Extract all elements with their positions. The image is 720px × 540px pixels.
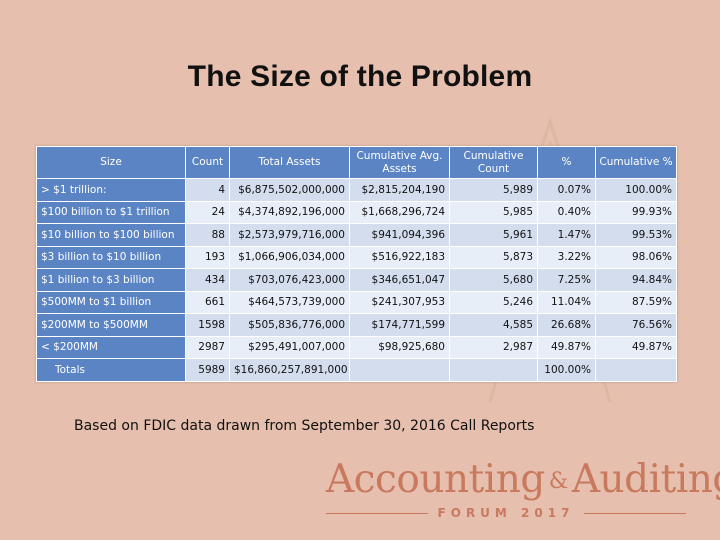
count-cell: 88 <box>185 223 230 247</box>
cumulative-avg-assets-cell: $346,651,047 <box>349 268 450 292</box>
cumulative-percent-cell: 100.00% <box>595 178 677 202</box>
cumulative-avg-assets-cell: $2,815,204,190 <box>349 178 450 202</box>
logo-forum-year: FORUM 2017 <box>437 506 575 520</box>
percent-cell: 1.47% <box>537 223 596 247</box>
header-cumulative-count: Cumulative Count <box>449 146 538 179</box>
size-cell: $10 billion to $100 billion <box>36 223 186 247</box>
totals-label: Totals <box>36 358 186 382</box>
cumulative-avg-assets-cell: $1,668,296,724 <box>349 200 450 224</box>
cumulative-avg-assets-cell: $241,307,953 <box>349 290 450 314</box>
size-cell: < $200MM <box>36 335 186 359</box>
cumulative-avg-assets-cell: $174,771,599 <box>349 313 450 337</box>
bank-size-table: Size Count Total Assets Cumulative Avg. … <box>36 146 677 382</box>
cumulative-count-cell: 5,985 <box>449 200 538 224</box>
cumulative-avg-assets-cell: $516,922,183 <box>349 245 450 269</box>
totals-count: 5989 <box>185 358 230 382</box>
size-cell: $200MM to $500MM <box>36 313 186 337</box>
count-cell: 1598 <box>185 313 230 337</box>
table-row: > $1 trillion: 4 $6,875,502,000,000 $2,8… <box>36 178 677 202</box>
count-cell: 434 <box>185 268 230 292</box>
cumulative-percent-cell: 99.53% <box>595 223 677 247</box>
header-total-assets: Total Assets <box>229 146 350 179</box>
table-row: $100 billion to $1 trillion 24 $4,374,89… <box>36 200 677 224</box>
count-cell: 24 <box>185 200 230 224</box>
forum-logo: Accounting&Auditing FORUM 2017 <box>326 457 720 520</box>
cumulative-percent-cell: 94.84% <box>595 268 677 292</box>
totals-empty-cell <box>349 358 450 382</box>
percent-cell: 0.07% <box>537 178 596 202</box>
cumulative-count-cell: 5,989 <box>449 178 538 202</box>
cumulative-percent-cell: 87.59% <box>595 290 677 314</box>
cumulative-percent-cell: 98.06% <box>595 245 677 269</box>
logo-ampersand: & <box>548 469 569 494</box>
cumulative-avg-assets-cell: $98,925,680 <box>349 335 450 359</box>
logo-word-auditing: Auditing <box>571 457 720 502</box>
count-cell: 661 <box>185 290 230 314</box>
total-assets-cell: $1,066,906,034,000 <box>229 245 350 269</box>
cumulative-count-cell: 2,987 <box>449 335 538 359</box>
header-cumulative-percent: Cumulative % <box>595 146 677 179</box>
percent-cell: 26.68% <box>537 313 596 337</box>
logo-wordmark: Accounting&Auditing <box>326 457 720 504</box>
totals-percent: 100.00% <box>537 358 596 382</box>
totals-empty-cell <box>595 358 677 382</box>
cumulative-count-cell: 5,961 <box>449 223 538 247</box>
header-size: Size <box>36 146 186 179</box>
cumulative-count-cell: 5,873 <box>449 245 538 269</box>
count-cell: 2987 <box>185 335 230 359</box>
table-row: $1 billion to $3 billion 434 $703,076,42… <box>36 268 677 292</box>
size-cell: $3 billion to $10 billion <box>36 245 186 269</box>
table-row: $200MM to $500MM 1598 $505,836,776,000 $… <box>36 313 677 337</box>
size-cell: $500MM to $1 billion <box>36 290 186 314</box>
percent-cell: 0.40% <box>537 200 596 224</box>
count-cell: 4 <box>185 178 230 202</box>
header-percent: % <box>537 146 596 179</box>
table-header-row: Size Count Total Assets Cumulative Avg. … <box>36 146 677 179</box>
size-cell: > $1 trillion: <box>36 178 186 202</box>
percent-cell: 11.04% <box>537 290 596 314</box>
total-assets-cell: $703,076,423,000 <box>229 268 350 292</box>
cumulative-percent-cell: 76.56% <box>595 313 677 337</box>
source-footnote: Based on FDIC data drawn from September … <box>74 418 535 434</box>
logo-rule-right <box>584 512 686 514</box>
total-assets-cell: $6,875,502,000,000 <box>229 178 350 202</box>
total-assets-cell: $2,573,979,716,000 <box>229 223 350 247</box>
count-cell: 193 <box>185 245 230 269</box>
cumulative-count-cell: 5,246 <box>449 290 538 314</box>
table-row: $3 billion to $10 billion 193 $1,066,906… <box>36 245 677 269</box>
total-assets-cell: $4,374,892,196,000 <box>229 200 350 224</box>
logo-rule-left <box>326 512 428 514</box>
cumulative-percent-cell: 49.87% <box>595 335 677 359</box>
slide-title: The Size of the Problem <box>187 60 533 93</box>
cumulative-count-cell: 5,680 <box>449 268 538 292</box>
totals-row: Totals 5989 $16,860,257,891,000 100.00% <box>36 358 677 382</box>
total-assets-cell: $295,491,007,000 <box>229 335 350 359</box>
size-cell: $100 billion to $1 trillion <box>36 200 186 224</box>
table-row: < $200MM 2987 $295,491,007,000 $98,925,6… <box>36 335 677 359</box>
percent-cell: 7.25% <box>537 268 596 292</box>
total-assets-cell: $464,573,739,000 <box>229 290 350 314</box>
header-cumulative-avg-assets: Cumulative Avg. Assets <box>349 146 450 179</box>
totals-total-assets: $16,860,257,891,000 <box>229 358 350 382</box>
total-assets-cell: $505,836,776,000 <box>229 313 350 337</box>
logo-word-accounting: Accounting <box>326 457 545 502</box>
cumulative-avg-assets-cell: $941,094,396 <box>349 223 450 247</box>
cumulative-percent-cell: 99.93% <box>595 200 677 224</box>
logo-subtitle: FORUM 2017 <box>326 506 686 520</box>
cumulative-count-cell: 4,585 <box>449 313 538 337</box>
table-row: $10 billion to $100 billion 88 $2,573,97… <box>36 223 677 247</box>
table-row: $500MM to $1 billion 661 $464,573,739,00… <box>36 290 677 314</box>
totals-empty-cell <box>449 358 538 382</box>
percent-cell: 3.22% <box>537 245 596 269</box>
percent-cell: 49.87% <box>537 335 596 359</box>
header-count: Count <box>185 146 230 179</box>
size-cell: $1 billion to $3 billion <box>36 268 186 292</box>
